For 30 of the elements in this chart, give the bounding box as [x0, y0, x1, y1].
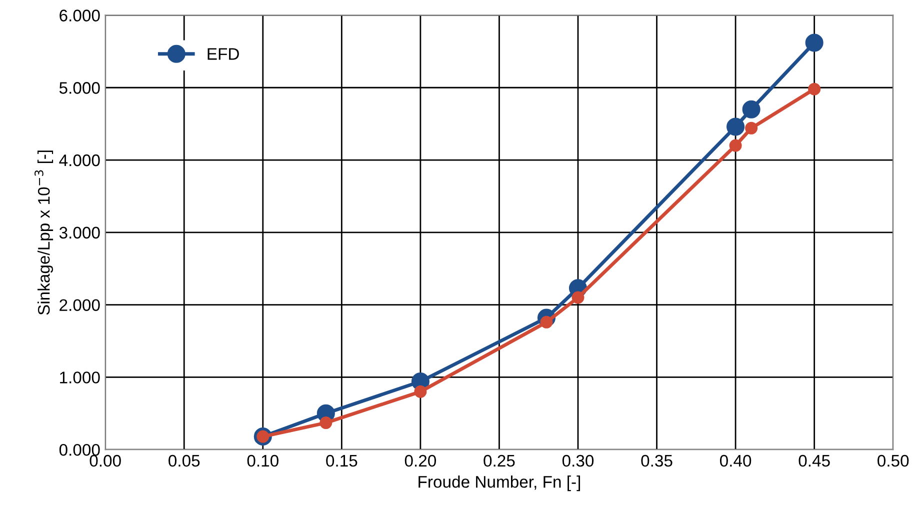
point — [414, 385, 427, 398]
legend-label: EFD — [208, 48, 239, 60]
y-axis-title: Sinkage/Lpp x 10$^{−3}$ [-] — [34, 150, 54, 315]
x-tick-label: 0.45 — [798, 454, 830, 467]
point — [742, 100, 760, 118]
x-tick-label: 0.40 — [720, 454, 752, 467]
x-tick-label: 0.05 — [168, 454, 200, 467]
y-tick-label: 5.000 — [59, 82, 100, 94]
x-axis-title: Froude Number, Fn [-] — [418, 476, 580, 492]
y-tick-label: 4.000 — [59, 154, 100, 166]
x-tick-label: 0.35 — [641, 454, 672, 467]
y-tick-label: 2.000 — [60, 299, 100, 312]
y-tick-label: 6.000 — [60, 10, 100, 22]
x-tick-label: 0.00 — [90, 454, 121, 467]
x-tick-label: 0.50 — [878, 454, 909, 467]
y-tick-label: 1.000 — [60, 372, 100, 384]
point — [808, 82, 821, 96]
point — [572, 291, 584, 304]
point — [320, 416, 332, 430]
x-tick-label: 0.20 — [404, 454, 436, 467]
x-tick-label: 0.15 — [326, 454, 358, 467]
x-tick-label: 0.30 — [562, 454, 594, 467]
y-tick-label: 3.000 — [59, 226, 100, 239]
x-tick-label: 0.10 — [247, 454, 278, 467]
point — [745, 122, 758, 134]
x-tick-label: 0.25 — [484, 454, 515, 467]
point — [729, 139, 742, 152]
point — [805, 34, 824, 52]
y-tick-label: 0.000 — [59, 444, 100, 456]
point — [726, 118, 745, 136]
